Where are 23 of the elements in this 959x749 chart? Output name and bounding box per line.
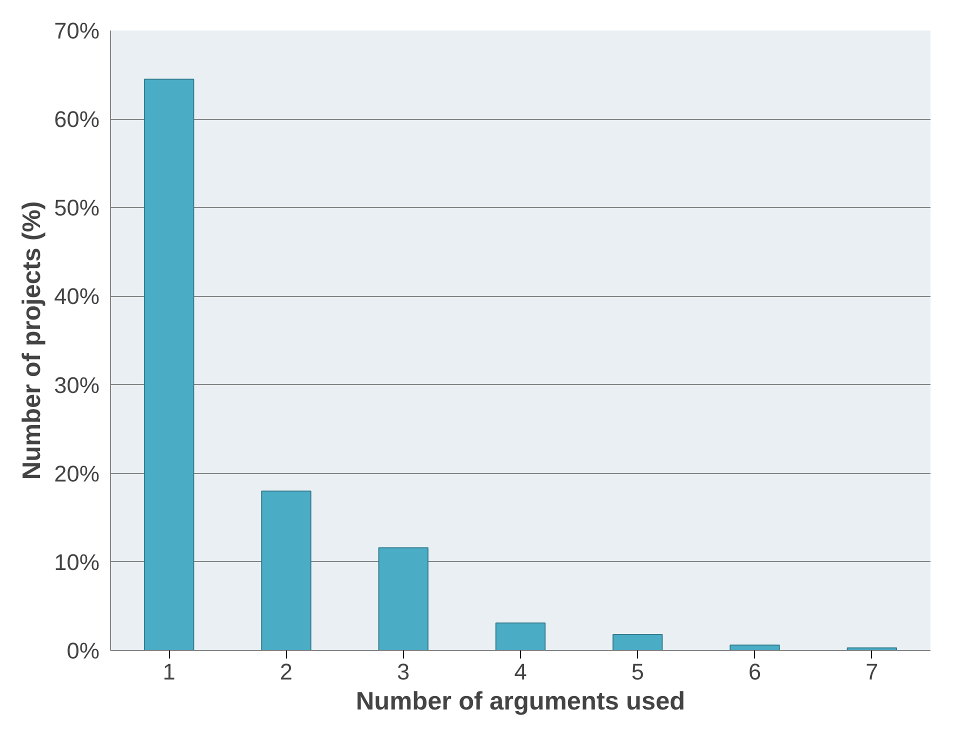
y-axis-title: Number of projects (%): [18, 201, 46, 480]
x-tick-label: 5: [631, 658, 644, 684]
bar: [612, 634, 663, 650]
y-tick-label: 70%: [54, 18, 100, 44]
x-tick-label: 2: [280, 658, 293, 684]
x-tick-label: 6: [748, 658, 762, 684]
bar: [730, 644, 780, 650]
x-tick-label: 3: [397, 658, 410, 684]
y-tick-label: 60%: [54, 106, 100, 132]
y-tick-label: 50%: [54, 194, 100, 221]
y-tick-label: 20%: [54, 460, 100, 486]
x-tick-label: 4: [514, 658, 527, 684]
y-tick-label: 10%: [54, 548, 100, 575]
y-tick-label: 40%: [54, 283, 100, 310]
bar: [378, 547, 428, 650]
x-tick-label: 1: [162, 658, 176, 684]
x-tick-label: 7: [866, 658, 878, 684]
bar: [495, 622, 546, 650]
bar: [261, 490, 312, 650]
y-tick-label: 0%: [66, 638, 100, 664]
x-axis-title: Number of arguments used: [356, 688, 686, 716]
bar: [144, 78, 194, 650]
y-tick-label: 30%: [54, 372, 100, 398]
